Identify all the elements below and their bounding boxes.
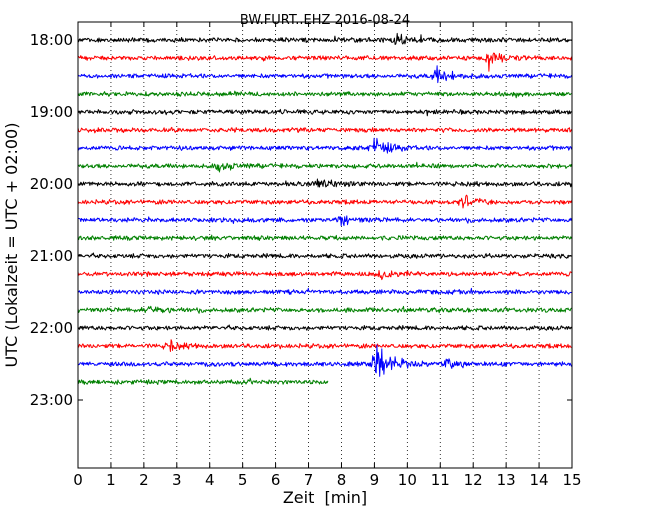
- x-tick-label: 1: [106, 471, 116, 489]
- y-axis-ticks: 18:00 19:00 20:00 21:00 22:00 23:00: [30, 31, 572, 409]
- seismogram-trace: [77, 234, 572, 241]
- y-tick-label: 23:00: [30, 391, 73, 409]
- x-tick-label: 0: [73, 471, 83, 489]
- seismogram-trace: [77, 108, 572, 117]
- x-tick-label: 13: [497, 471, 516, 489]
- x-tick-label: 6: [271, 471, 281, 489]
- seismogram-trace: [77, 126, 572, 134]
- y-tick-label: 19:00: [30, 103, 73, 121]
- x-tick-label: 5: [238, 471, 248, 489]
- x-tick-label: 14: [530, 471, 549, 489]
- seismogram-trace: [77, 32, 572, 45]
- seismogram-trace: [77, 178, 572, 188]
- x-tick-label: 15: [562, 471, 581, 489]
- seismogram-trace: [77, 215, 572, 227]
- x-axis-ticks: 0 1 2 3 4 5 6 7 8 9 10 11 12 13 14 15: [73, 22, 582, 489]
- x-tick-label: 11: [431, 471, 450, 489]
- seismogram-trace: [77, 344, 572, 377]
- x-tick-label: 4: [205, 471, 215, 489]
- seismogram-trace: [77, 305, 572, 314]
- seismogram-trace: [77, 252, 572, 259]
- x-tick-label: 3: [172, 471, 182, 489]
- plot-frame: [77, 21, 573, 469]
- seismogram-trace: [77, 324, 572, 331]
- seismogram-trace: [77, 270, 572, 281]
- y-tick-label: 18:00: [30, 31, 73, 49]
- seismogram-trace: [77, 287, 572, 295]
- seismogram-trace: [77, 161, 572, 173]
- y-tick-label: 20:00: [30, 175, 73, 193]
- x-axis-label: Zeit [min]: [283, 488, 367, 507]
- x-tick-label: 9: [370, 471, 380, 489]
- y-tick-label: 22:00: [30, 319, 73, 337]
- x-tick-label: 8: [337, 471, 347, 489]
- seismogram-traces: [77, 32, 572, 385]
- seismogram-trace: [77, 52, 572, 72]
- seismogram-trace: [77, 90, 572, 99]
- seismogram-trace: [77, 377, 329, 385]
- x-tick-label: 10: [398, 471, 417, 489]
- x-tick-label: 2: [139, 471, 149, 489]
- chart-title: BW.FURT..EHZ 2016-08-24: [240, 13, 410, 28]
- x-tick-label: 12: [464, 471, 483, 489]
- y-tick-label: 21:00: [30, 247, 73, 265]
- seismogram-trace: [77, 65, 572, 84]
- seismogram-trace: [77, 194, 572, 209]
- seismogram-trace: [77, 137, 572, 154]
- x-tick-label: 7: [304, 471, 314, 489]
- seismogram-trace: [77, 339, 572, 352]
- y-axis-label: UTC (Lokalzeit = UTC + 02:00): [2, 123, 21, 368]
